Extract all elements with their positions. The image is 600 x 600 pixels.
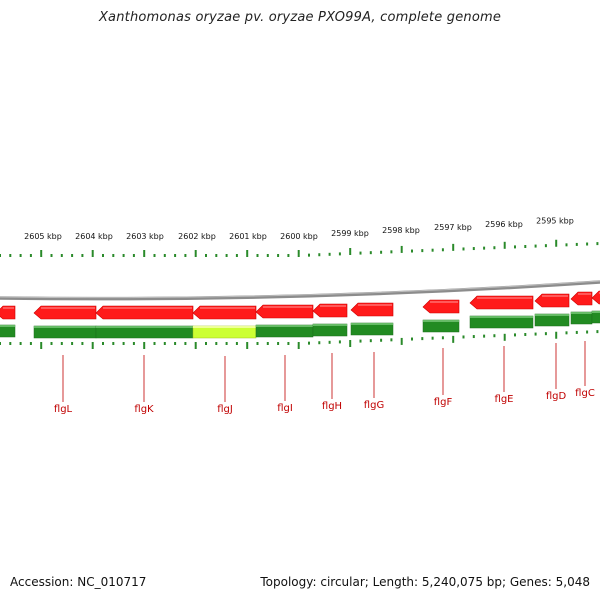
gene-label-flgG: flgG bbox=[364, 400, 384, 411]
map-title: Xanthomonas oryzae pv. oryzae PXO99A, co… bbox=[98, 10, 502, 25]
gene-label-flgE: flgE bbox=[495, 394, 514, 405]
scale-label: 2595 kbp bbox=[536, 217, 574, 226]
genome-summary-text: Topology: circular; Length: 5,240,075 bp… bbox=[260, 575, 590, 589]
scale-labels: 2605 kbp 2604 kbp 2603 kbp 2602 kbp 2601 kbp… bbox=[24, 217, 574, 241]
cds-bar-shine bbox=[96, 326, 193, 328]
cds-bar-shine bbox=[571, 312, 592, 314]
gene-label-flgH: flgH bbox=[322, 401, 342, 412]
gene-label-flgI: flgI bbox=[277, 403, 293, 414]
cds-bar-shine bbox=[193, 326, 256, 328]
gene-arrow bbox=[534, 293, 570, 308]
gene-arrow bbox=[350, 302, 394, 317]
gene-label-flgK: flgK bbox=[134, 404, 154, 415]
cds-bar-shine bbox=[592, 311, 600, 313]
cds-bar-shine bbox=[34, 326, 96, 328]
gene-arrow bbox=[255, 304, 314, 319]
cds-bar-shine bbox=[256, 325, 313, 327]
gene-arrow bbox=[33, 305, 97, 320]
gene-arrow bbox=[312, 303, 348, 318]
scale-label: 2598 kbp bbox=[382, 226, 420, 235]
scale-label: 2605 kbp bbox=[24, 232, 62, 241]
gene-label-leaders: flgL flgK flgJ flgI flgH flgG flgF flgE flgD flgC bbox=[54, 341, 595, 415]
gene-arrow bbox=[469, 295, 534, 310]
cds-bar-shine bbox=[351, 323, 393, 325]
gene-arrows bbox=[0, 290, 600, 320]
gene-label-flgF: flgF bbox=[434, 397, 453, 408]
gene-arrow bbox=[0, 305, 16, 320]
genome-backbone bbox=[0, 280, 600, 301]
cds-bar-shine bbox=[470, 316, 533, 318]
scale-label: 2599 kbp bbox=[331, 229, 369, 238]
genome-backbone-highlight bbox=[0, 280, 600, 299]
gene-label-flgD: flgD bbox=[546, 391, 567, 402]
gene-label-flgJ: flgJ bbox=[217, 404, 233, 415]
gene-arrow bbox=[422, 299, 460, 314]
scale-ticks-bottom bbox=[0, 330, 599, 349]
gene-arrow bbox=[95, 305, 194, 320]
scale-ticks-top bbox=[0, 239, 599, 257]
gene-label-flgL: flgL bbox=[54, 404, 73, 415]
scale-label: 2596 kbp bbox=[485, 220, 523, 229]
gene-arrow bbox=[192, 305, 257, 320]
gene-arrow bbox=[591, 290, 600, 305]
scale-label: 2604 kbp bbox=[75, 232, 113, 241]
scale-label: 2597 kbp bbox=[434, 223, 472, 232]
cds-bar-shine bbox=[423, 320, 459, 322]
scale-label: 2602 kbp bbox=[178, 232, 216, 241]
cds-bar-shine bbox=[535, 314, 569, 316]
cds-bar-shine bbox=[313, 324, 347, 326]
accession-text: Accession: NC_010717 bbox=[10, 575, 147, 589]
scale-label: 2603 kbp bbox=[126, 232, 164, 241]
scale-label: 2601 kbp bbox=[229, 232, 267, 241]
cds-bars bbox=[0, 310, 600, 339]
gene-label-flgC: flgC bbox=[575, 388, 595, 399]
gene-arrow bbox=[570, 291, 593, 306]
scale-label: 2600 kbp bbox=[280, 232, 318, 241]
cds-bar-shine bbox=[0, 325, 15, 327]
